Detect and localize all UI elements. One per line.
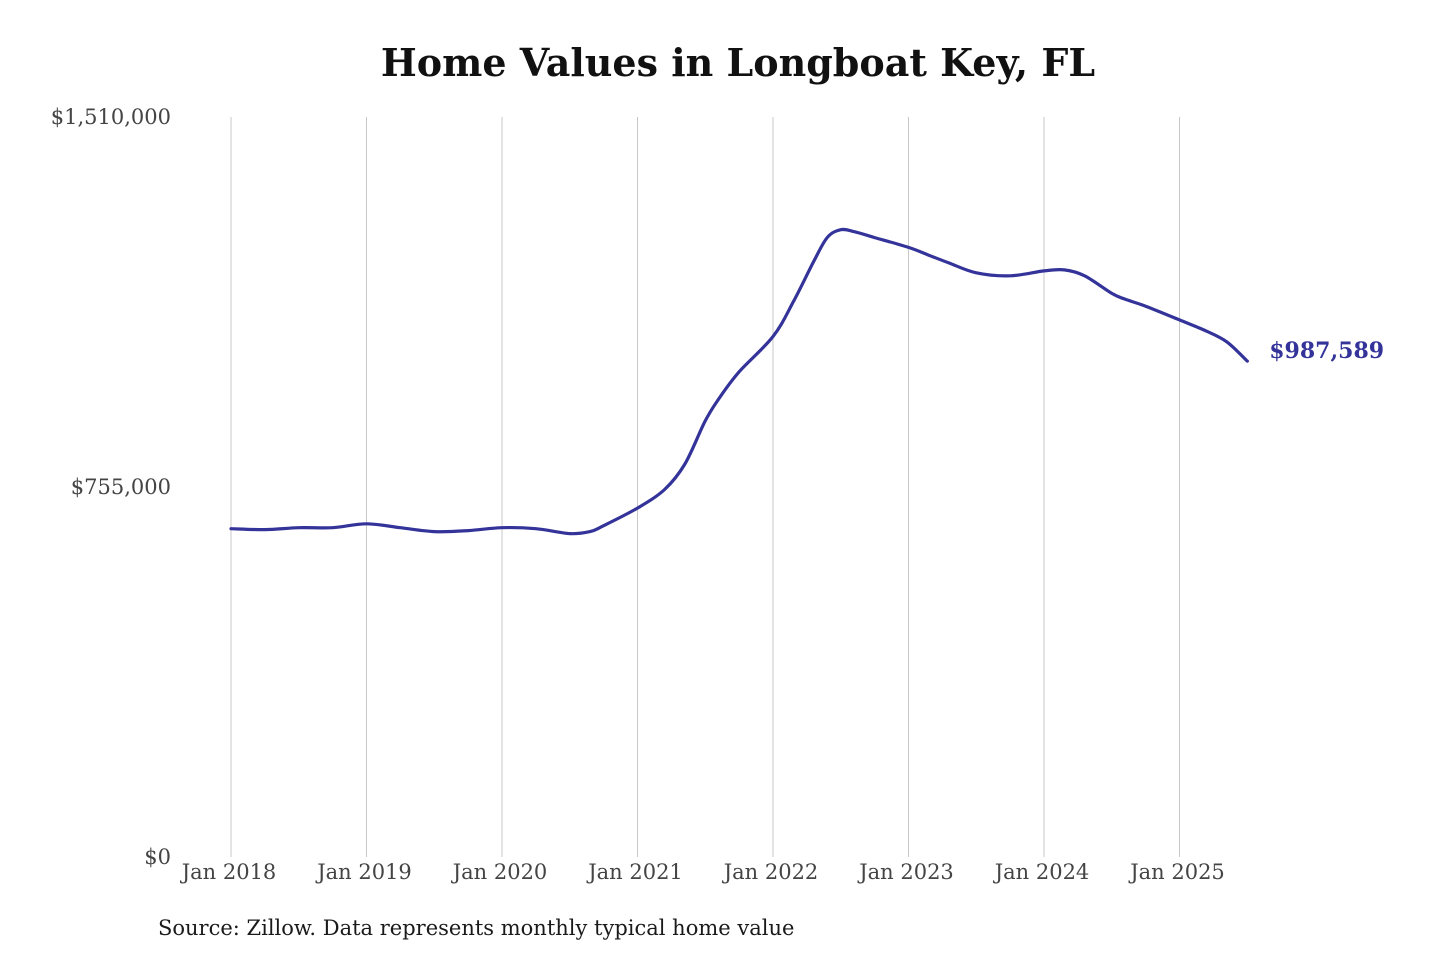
x-tick-label: Jan 2021 bbox=[586, 860, 683, 884]
y-tick-label: $755,000 bbox=[71, 475, 171, 499]
y-tick-label: $0 bbox=[144, 845, 171, 869]
home-value-line bbox=[229, 227, 1249, 536]
chart-title: Home Values in Longboat Key, FL bbox=[380, 40, 1096, 85]
x-tick-label: Jan 2020 bbox=[451, 860, 548, 884]
end-value-label: $987,589 bbox=[1269, 338, 1384, 364]
x-tick-label: Jan 2019 bbox=[315, 860, 412, 884]
x-tick-label: Jan 2022 bbox=[722, 860, 819, 884]
y-tick-label: $1,510,000 bbox=[51, 105, 171, 129]
x-tick-label: Jan 2018 bbox=[180, 860, 277, 884]
x-tick-label: Jan 2025 bbox=[1128, 860, 1225, 884]
source-note: Source: Zillow. Data represents monthly … bbox=[158, 916, 795, 940]
x-tick-label: Jan 2023 bbox=[857, 860, 954, 884]
x-tick-label: Jan 2024 bbox=[993, 860, 1090, 884]
